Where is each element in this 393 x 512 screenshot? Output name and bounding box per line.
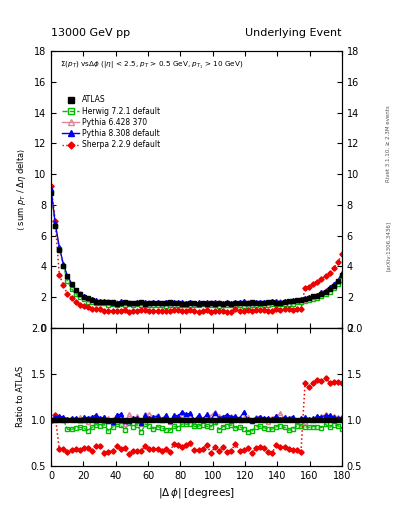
Y-axis label: Ratio to ATLAS: Ratio to ATLAS [16,366,25,428]
Text: [arXiv:1306.3436]: [arXiv:1306.3436] [386,221,391,271]
Y-axis label: $\langle$ sum $p_T$ / $\Delta\eta$ delta$\rangle$: $\langle$ sum $p_T$ / $\Delta\eta$ delta… [15,148,28,231]
Text: Underlying Event: Underlying Event [245,28,342,38]
Text: 13000 GeV pp: 13000 GeV pp [51,28,130,38]
X-axis label: $|\Delta\,\phi|$ [degrees]: $|\Delta\,\phi|$ [degrees] [158,486,235,500]
Legend: ATLAS, Herwig 7.2.1 default, Pythia 6.428 370, Pythia 8.308 default, Sherpa 2.2.: ATLAS, Herwig 7.2.1 default, Pythia 6.42… [61,94,162,151]
Text: $\Sigma(p_T)$ vs$\Delta\phi$ ($|\eta|$ < 2.5, $p_T$ > 0.5 GeV, $p_{T_1}$ > 10 Ge: $\Sigma(p_T)$ vs$\Delta\phi$ ($|\eta|$ <… [60,59,243,71]
Text: Rivet 3.1.10, ≥ 2.3M events: Rivet 3.1.10, ≥ 2.3M events [386,105,391,182]
